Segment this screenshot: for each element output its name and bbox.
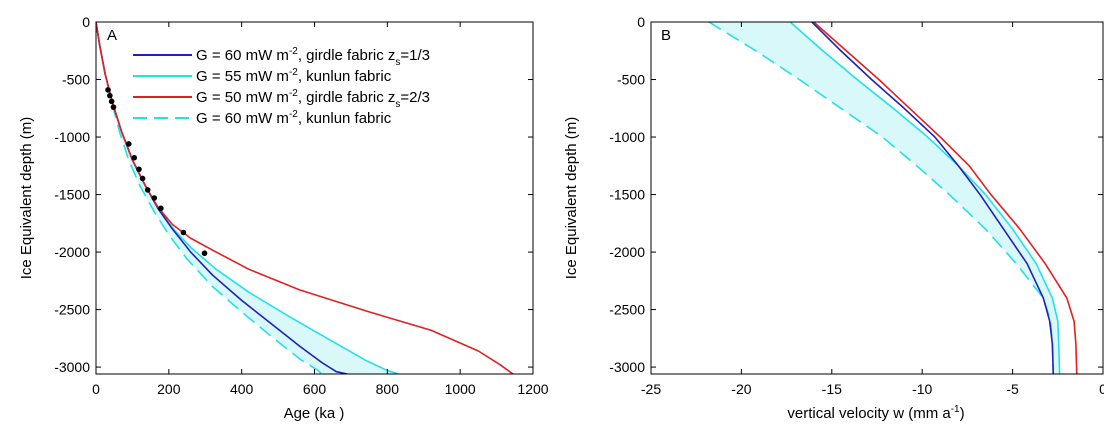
y-tick-label: -1000 <box>609 129 645 145</box>
panel-b-y-axis-label: Ice Equivalent depth (m) <box>563 117 580 280</box>
panel-a-age-depth-chart: 0 200 400 600 800 1000 1200 0 -500 -1000 -1500 -200… <box>18 14 549 422</box>
observation-point <box>107 92 113 99</box>
x-tick-label: -15 <box>822 381 842 397</box>
observation-point <box>139 175 146 182</box>
x-tick-label: 0 <box>1099 381 1104 397</box>
y-tick-label: -1500 <box>609 187 645 203</box>
panel-b-shaded-range <box>708 22 1060 374</box>
y-tick-label: -2000 <box>609 244 645 260</box>
legend-entry-label: G = 55 mW m-2, kunlun fabric <box>196 67 392 85</box>
x-tick-label: 200 <box>157 381 181 397</box>
panel-a-y-axis-label: Ice Equivalent depth (m) <box>18 117 35 280</box>
panel-b-x-axis-label-sup: -1 <box>951 404 960 415</box>
panel-b-x-axis-label-main: vertical velocity w (mm a <box>787 405 951 422</box>
panel-b-label: B <box>661 27 671 44</box>
x-tick-label: 400 <box>230 381 254 397</box>
x-tick-label: 0 <box>92 381 100 397</box>
panel-a-envelope-fill <box>96 22 399 374</box>
panel-b-series-lines <box>708 22 1078 374</box>
panel-a-label: A <box>107 27 117 44</box>
x-tick-label: 600 <box>303 381 327 397</box>
observation-point <box>131 154 138 161</box>
x-tick-label: 1200 <box>517 381 548 397</box>
observation-point <box>105 87 111 93</box>
legend-entry-label: G = 50 mW m-2, girdle fabric zs=2/3 <box>196 88 430 110</box>
x-tick-label: -25 <box>641 381 661 397</box>
x-tick-label: 800 <box>376 381 400 397</box>
panel-b-axes-frame <box>650 21 1104 375</box>
observation-point <box>136 166 142 173</box>
y-tick-label: -2500 <box>54 302 90 318</box>
observation-point <box>158 205 164 212</box>
x-tick-label: 1000 <box>445 381 476 397</box>
legend-entry-label: G = 60 mW m-2, kunlun fabric <box>196 109 392 127</box>
x-tick-label: -5 <box>1006 381 1019 397</box>
observation-point <box>151 195 158 201</box>
panel-a-observation-points <box>105 87 208 257</box>
y-tick-label: -500 <box>617 72 645 88</box>
y-tick-label: 0 <box>637 14 645 30</box>
legend-entry-label: G = 60 mW m-2, girdle fabric zs=1/3 <box>196 46 430 68</box>
y-tick-label: -500 <box>62 72 90 88</box>
observation-point <box>110 104 117 110</box>
y-tick-label: -3000 <box>609 359 645 375</box>
y-tick-label: -3000 <box>54 359 90 375</box>
observation-point <box>180 229 187 236</box>
panel-a-legend: G = 60 mW m-2, girdle fabric zs=1/3G = 5… <box>133 46 430 127</box>
panel-b-velocity-depth-chart: -25 -20 -15 -10 -5 00-500-1000-1500-2000-2500… <box>563 14 1104 422</box>
panel-b-series-line-3 <box>813 22 1078 374</box>
observation-point <box>125 141 132 147</box>
panel-b-series-line-1 <box>811 22 1055 374</box>
y-tick-label: -1000 <box>54 129 90 145</box>
panel-b-x-axis-label: vertical velocity w (mm a-1) <box>787 404 964 422</box>
panel-b-envelope-fill <box>708 22 1060 374</box>
observation-point <box>144 187 151 193</box>
panel-b-series-line-2 <box>789 22 1061 374</box>
x-tick-label: -10 <box>912 381 932 397</box>
y-tick-label: 0 <box>82 14 90 30</box>
observation-point <box>108 98 115 105</box>
x-tick-label: -20 <box>731 381 751 397</box>
y-tick-label: -1500 <box>54 187 90 203</box>
panel-b-series-line-4 <box>708 22 1055 374</box>
panel-b-x-axis-label-end: ) <box>960 405 965 422</box>
observation-point <box>201 250 208 257</box>
y-tick-label: -2500 <box>609 302 645 318</box>
panel-a-shaded-range <box>96 22 399 374</box>
panel-a-x-axis-label: Age (ka ) <box>284 405 345 422</box>
panel-a-ticks: 0 200 400 600 800 1000 1200 0 -500 -1000 -1500 -200… <box>54 14 549 397</box>
y-tick-label: -2000 <box>54 244 90 260</box>
panel-b-ticks: -25 -20 -15 -10 -5 00-500-1000-1500-2000-2500… <box>609 14 1104 397</box>
